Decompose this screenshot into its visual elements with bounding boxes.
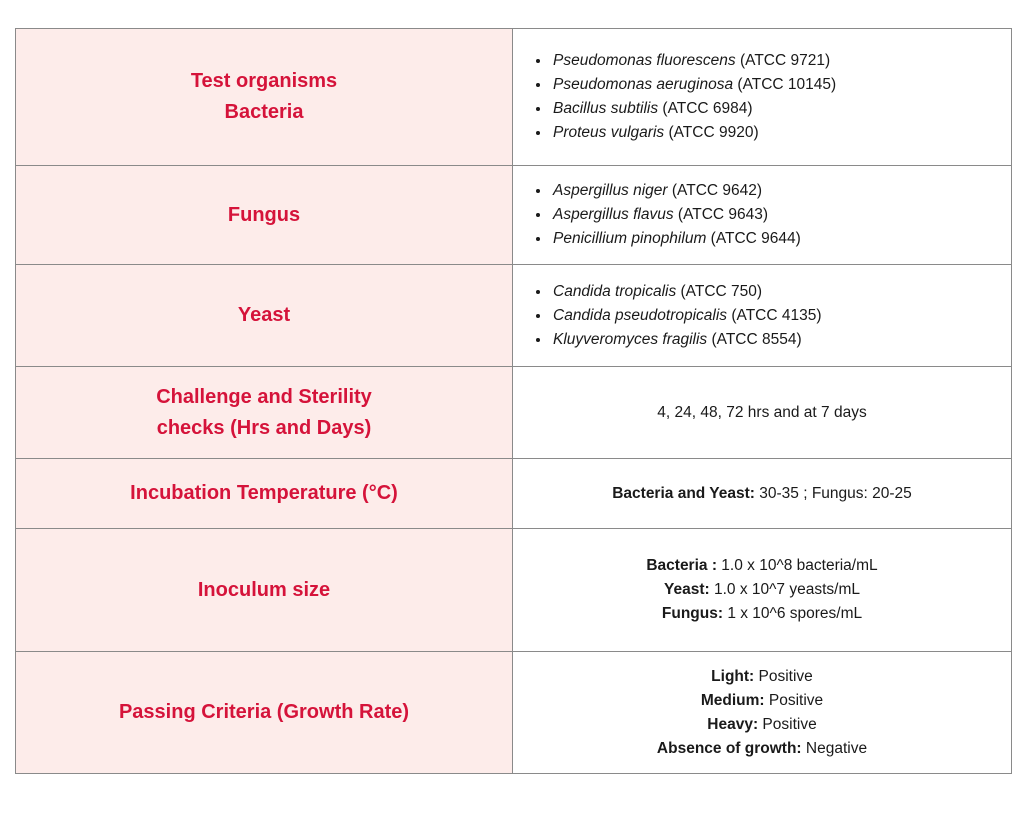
list-item: Kluyveromyces fragilis (ATCC 8554) — [551, 328, 1011, 352]
strain-id: (ATCC 9643) — [673, 206, 769, 223]
row-label-incubation: Incubation Temperature (°C) — [130, 482, 398, 504]
passing-line: Light: Positive — [513, 665, 1011, 689]
passing-bold-label: Heavy: — [707, 715, 759, 733]
table-row-incubation: Incubation Temperature (°C) Bacteria and… — [15, 458, 1012, 529]
label-cell-fungus: Fungus — [15, 165, 513, 265]
inoculum-rest: 1 x 10^6 spores/mL — [723, 605, 863, 622]
inoculum-bold-label: Bacteria : — [646, 557, 717, 574]
list-item: Bacillus subtilis (ATCC 6984) — [551, 97, 1011, 121]
value-cell-bacteria: Pseudomonas fluorescens (ATCC 9721) Pseu… — [512, 28, 1012, 166]
row-label-challenge: Challenge and Sterility — [156, 385, 372, 408]
incubation-bold-label: Bacteria and Yeast: — [612, 484, 755, 502]
row-label-checks: checks (Hrs and Days) — [156, 416, 372, 439]
strain-id: (ATCC 750) — [676, 282, 763, 300]
inoculum-rest: 1.0 x 10^8 bacteria/mL — [717, 557, 878, 574]
inoculum-line: Fungus: 1 x 10^6 spores/mL — [513, 602, 1011, 626]
label-cell-challenge: Challenge and Sterility checks (Hrs and … — [15, 366, 513, 459]
strain-id: (ATCC 9920) — [664, 124, 759, 141]
species-name: Pseudomonas fluorescens — [553, 52, 736, 69]
value-cell-fungus: Aspergillus niger (ATCC 9642) Aspergillu… — [512, 165, 1012, 265]
incubation-value: Bacteria and Yeast: 30-35 ; Fungus: 20-2… — [513, 482, 1011, 506]
yeast-list: Candida tropicalis (ATCC 750) Candida ps… — [513, 280, 1011, 352]
table-row-passing: Passing Criteria (Growth Rate) Light: Po… — [15, 651, 1012, 774]
challenge-value: 4, 24, 48, 72 hrs and at 7 days — [657, 403, 867, 421]
species-name: Kluyveromyces fragilis — [553, 330, 708, 348]
species-name: Proteus vulgaris — [553, 124, 665, 141]
label-cell-inoculum: Inoculum size — [15, 528, 513, 652]
strain-id: (ATCC 4135) — [727, 306, 822, 324]
strain-id: (ATCC 8554) — [707, 330, 802, 348]
row-label-yeast: Yeast — [237, 304, 291, 326]
table-row-inoculum: Inoculum size Bacteria : 1.0 x 10^8 bact… — [15, 528, 1012, 652]
fungus-list: Aspergillus niger (ATCC 9642) Aspergillu… — [513, 179, 1011, 251]
list-item: Proteus vulgaris (ATCC 9920) — [551, 121, 1011, 145]
species-name: Candida tropicalis — [553, 282, 677, 300]
bacteria-list: Pseudomonas fluorescens (ATCC 9721) Pseu… — [513, 49, 1011, 145]
passing-bold-label: Light: — [711, 667, 755, 685]
value-cell-inoculum: Bacteria : 1.0 x 10^8 bacteria/mL Yeast:… — [512, 528, 1012, 652]
label-cell-incubation: Incubation Temperature (°C) — [15, 458, 513, 529]
passing-rest: Negative — [801, 739, 868, 757]
list-item: Pseudomonas aeruginosa (ATCC 10145) — [551, 73, 1011, 97]
label-cell-test-organisms: Test organisms Bacteria — [15, 28, 513, 166]
row-label-inoculum: Inoculum size — [197, 578, 331, 601]
inoculum-bold-label: Fungus: — [661, 605, 724, 622]
species-name: Pseudomonas aeruginosa — [553, 76, 734, 93]
species-name: Bacillus subtilis — [553, 100, 659, 117]
specification-table: Test organisms Bacteria Pseudomonas fluo… — [15, 28, 1012, 774]
inoculum-rest: 1.0 x 10^7 yeasts/mL — [709, 581, 860, 598]
value-cell-yeast: Candida tropicalis (ATCC 750) Candida ps… — [512, 264, 1012, 367]
list-item: Candida pseudotropicalis (ATCC 4135) — [551, 304, 1011, 328]
value-cell-challenge: 4, 24, 48, 72 hrs and at 7 days — [512, 366, 1012, 459]
row-label-fungus: Fungus — [227, 203, 301, 226]
inoculum-line: Yeast: 1.0 x 10^7 yeasts/mL — [513, 578, 1011, 602]
table-row-challenge: Challenge and Sterility checks (Hrs and … — [15, 366, 1012, 459]
row-label-passing: Passing Criteria (Growth Rate) — [118, 701, 410, 723]
strain-id: (ATCC 9644) — [706, 230, 801, 247]
passing-line: Heavy: Positive — [513, 713, 1011, 737]
passing-rest: Positive — [754, 667, 813, 685]
passing-rest: Positive — [764, 691, 824, 709]
list-item: Aspergillus flavus (ATCC 9643) — [551, 203, 1011, 227]
list-item: Pseudomonas fluorescens (ATCC 9721) — [551, 49, 1011, 73]
table-row-yeast: Yeast Candida tropicalis (ATCC 750) Cand… — [15, 264, 1012, 367]
passing-rest: Positive — [758, 715, 817, 733]
passing-line: Medium: Positive — [513, 689, 1011, 713]
row-label-bacteria: Bacteria — [224, 101, 304, 123]
strain-id: (ATCC 10145) — [733, 76, 837, 93]
species-name: Aspergillus niger — [553, 182, 668, 199]
label-cell-yeast: Yeast — [15, 264, 513, 367]
row-label-test-organisms: Test organisms — [190, 70, 338, 92]
strain-id: (ATCC 6984) — [658, 100, 753, 117]
passing-bold-label: Medium: — [700, 691, 765, 709]
list-item: Aspergillus niger (ATCC 9642) — [551, 179, 1011, 203]
table-row-test-organisms: Test organisms Bacteria Pseudomonas fluo… — [15, 28, 1012, 166]
species-name: Aspergillus flavus — [553, 206, 674, 223]
list-item: Candida tropicalis (ATCC 750) — [551, 280, 1011, 304]
species-name: Penicillium pinophilum — [553, 230, 707, 247]
strain-id: (ATCC 9642) — [667, 182, 763, 199]
list-item: Penicillium pinophilum (ATCC 9644) — [551, 227, 1011, 251]
inoculum-bold-label: Yeast: — [664, 581, 710, 598]
value-cell-incubation: Bacteria and Yeast: 30-35 ; Fungus: 20-2… — [512, 458, 1012, 529]
table-row-fungus: Fungus Aspergillus niger (ATCC 9642) Asp… — [15, 165, 1012, 265]
incubation-rest: 30-35 ; Fungus: 20-25 — [754, 484, 912, 502]
strain-id: (ATCC 9721) — [735, 52, 831, 69]
label-cell-passing: Passing Criteria (Growth Rate) — [15, 651, 513, 774]
inoculum-line: Bacteria : 1.0 x 10^8 bacteria/mL — [513, 554, 1011, 578]
passing-bold-label: Absence of growth: — [656, 739, 802, 757]
value-cell-passing: Light: Positive Medium: Positive Heavy: … — [512, 651, 1012, 774]
species-name: Candida pseudotropicalis — [553, 306, 728, 324]
passing-line: Absence of growth: Negative — [513, 737, 1011, 761]
